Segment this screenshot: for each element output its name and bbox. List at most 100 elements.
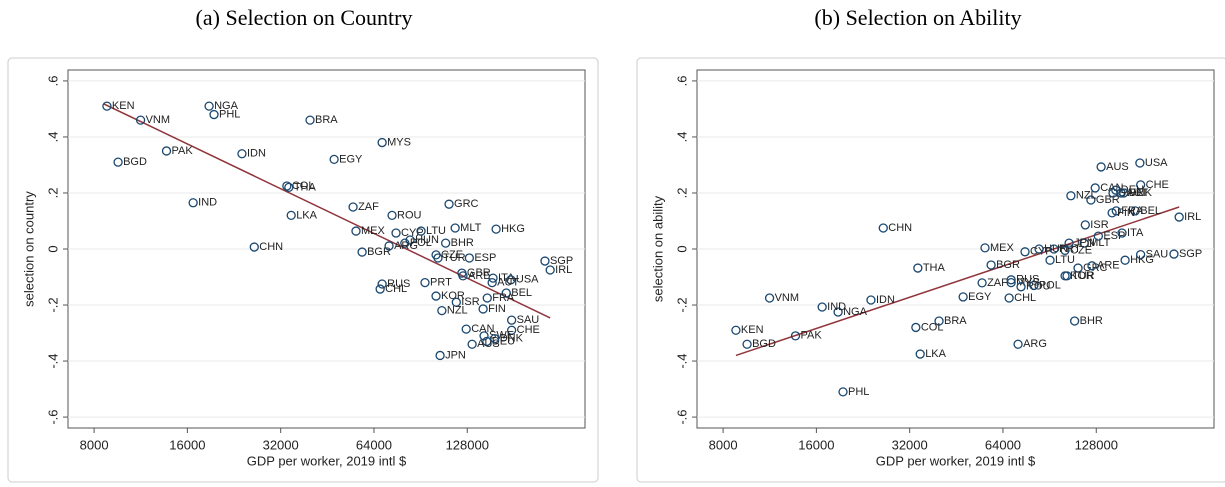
point-label: IRL — [555, 264, 572, 276]
point — [506, 325, 517, 335]
point-label: SGP — [1179, 248, 1202, 260]
point-label: BHR — [451, 237, 474, 249]
point — [391, 228, 401, 238]
point — [1079, 238, 1089, 248]
point — [764, 293, 775, 303]
point-label: FRA — [1121, 205, 1144, 217]
point — [204, 101, 214, 111]
point — [506, 315, 517, 325]
point — [977, 278, 987, 288]
point-label: AUS — [477, 338, 500, 350]
point — [249, 242, 259, 252]
point-label: TUR — [1072, 270, 1095, 282]
point — [1119, 188, 1129, 198]
point — [833, 307, 843, 317]
point-label: BRA — [944, 315, 967, 327]
point-label: LKA — [296, 209, 317, 221]
point-label: CZE — [1070, 244, 1092, 256]
x-tick-label: 32000 — [892, 437, 928, 452]
point — [282, 181, 292, 191]
point — [135, 115, 146, 125]
point — [1069, 316, 1080, 326]
point — [209, 109, 219, 120]
x-tick-label: 128000 — [1075, 437, 1118, 452]
point — [467, 339, 477, 349]
x-tick-label: 16000 — [169, 437, 205, 452]
point — [934, 316, 944, 326]
point-label: MLT — [1089, 237, 1110, 249]
point — [1174, 212, 1184, 222]
point-label: NZL — [1076, 190, 1097, 202]
point-label: IRL — [1184, 211, 1201, 223]
point — [1029, 280, 1039, 291]
point-label: DEU — [1121, 184, 1144, 196]
point-label: ESP — [474, 252, 496, 264]
point-label: CHN — [259, 241, 283, 253]
point — [1096, 162, 1106, 172]
point — [405, 235, 415, 245]
y-tick-label: -.4 — [45, 353, 60, 368]
point-label: ISR — [461, 296, 479, 308]
point-label: ROU — [397, 209, 422, 221]
y-tick-label: -.2 — [674, 297, 689, 312]
point — [986, 260, 996, 270]
point — [487, 277, 497, 288]
point — [482, 293, 492, 303]
point — [387, 210, 397, 221]
point — [1093, 231, 1103, 241]
point-label: JPN — [445, 349, 466, 361]
point — [1111, 185, 1121, 195]
point — [1004, 293, 1014, 303]
y-tick-label: -.6 — [674, 409, 689, 424]
point-label: SWE — [489, 330, 514, 342]
point — [742, 339, 752, 349]
point — [980, 243, 990, 253]
point — [545, 265, 555, 275]
point — [1034, 244, 1044, 254]
point — [1117, 228, 1127, 238]
point-label: CHE — [517, 324, 540, 336]
point-label: MEX — [990, 242, 1015, 254]
point-label: PRT — [1059, 243, 1081, 255]
point-label: KOR — [1070, 270, 1094, 282]
x-tick-label: 16000 — [798, 437, 834, 452]
point-label: MLT — [460, 222, 481, 234]
point-label: GRC — [454, 198, 479, 210]
point — [461, 324, 471, 334]
point-label: THA — [923, 262, 946, 274]
point — [444, 199, 454, 209]
point-label: FIN — [488, 303, 506, 315]
point-label: RUS — [387, 278, 410, 290]
point — [866, 295, 876, 305]
point-label: AUT — [1126, 187, 1148, 199]
point-label: EGY — [339, 153, 363, 165]
point — [348, 202, 358, 212]
point-label: LTU — [1055, 254, 1075, 266]
point-label: AUT — [497, 277, 519, 289]
point — [1087, 261, 1097, 271]
point-label: HKG — [1130, 254, 1154, 266]
y-tick-label: -.2 — [45, 297, 60, 312]
point — [286, 210, 296, 221]
point — [1107, 208, 1117, 218]
point-label: SGP — [550, 255, 573, 267]
y-axis-title: selection on country — [21, 191, 36, 307]
point-label: MYS — [387, 136, 411, 148]
point — [1135, 180, 1146, 190]
point — [1120, 255, 1130, 265]
point — [435, 350, 445, 361]
fit-line — [735, 206, 1180, 357]
point — [958, 292, 968, 302]
point — [478, 304, 488, 314]
point — [731, 325, 741, 335]
fit-line — [103, 103, 551, 319]
point — [911, 322, 921, 333]
x-tick-label: 32000 — [263, 437, 299, 452]
point — [491, 224, 501, 234]
x-tick-label: 64000 — [985, 437, 1021, 452]
point-label: PRT — [430, 277, 452, 289]
point — [113, 157, 123, 167]
point — [1049, 244, 1059, 254]
point — [817, 302, 827, 312]
